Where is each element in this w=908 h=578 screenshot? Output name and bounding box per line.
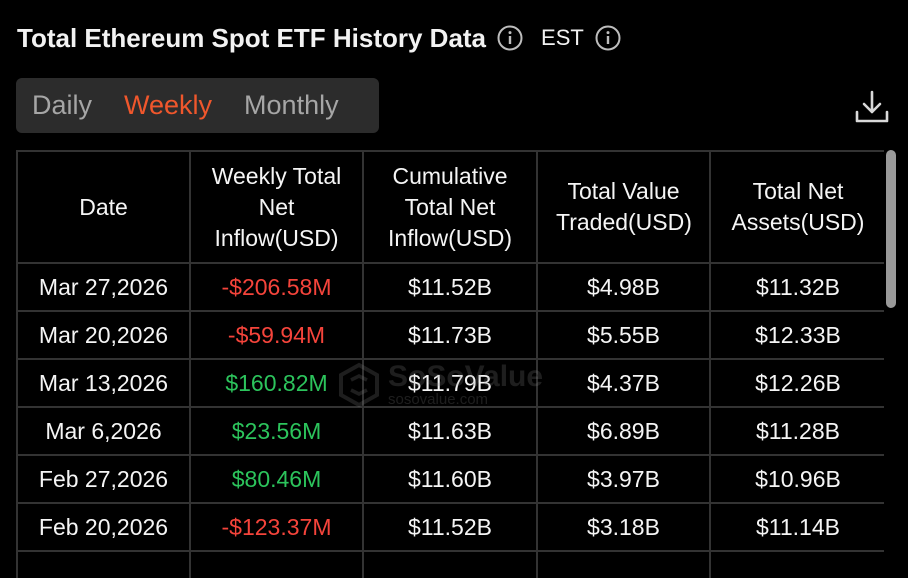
cell-cumulative-inflow: $11.63B xyxy=(362,406,538,456)
cell-date: Mar 20,2026 xyxy=(16,310,191,360)
cell-weekly-inflow: -$59.94M xyxy=(189,310,364,360)
timezone-label: EST xyxy=(541,25,584,50)
tab-weekly[interactable]: Weekly xyxy=(124,90,213,120)
tab-daily[interactable]: Daily xyxy=(32,90,93,120)
table-row: Feb 27,2026 $80.46M $11.60B $3.97B $10.9… xyxy=(16,454,884,504)
cell-net-assets: $10.96B xyxy=(709,454,884,504)
cell-cumulative-inflow xyxy=(362,550,538,578)
cell-cumulative-inflow: $11.52B xyxy=(362,262,538,312)
cell-weekly-inflow: -$123.37M xyxy=(189,502,364,552)
cell-net-assets: $11.32B xyxy=(709,262,884,312)
cell-cumulative-inflow: $11.60B xyxy=(362,454,538,504)
table-row: Feb 20,2026 -$123.37M $11.52B $3.18B $11… xyxy=(16,502,884,552)
table-row: Mar 27,2026 -$206.58M $11.52B $4.98B $11… xyxy=(16,262,884,312)
cell-date: Mar 27,2026 xyxy=(16,262,191,312)
table-row: Mar 13,2026 $160.82M $11.79B $4.37B $12.… xyxy=(16,358,884,408)
column-header-value-traded[interactable]: Total Value Traded(USD) xyxy=(536,150,711,264)
download-button[interactable] xyxy=(853,88,891,126)
cell-net-assets: $12.26B xyxy=(709,358,884,408)
scrollbar-thumb[interactable] xyxy=(886,150,896,308)
cell-net-assets xyxy=(709,550,884,578)
cell-value-traded: $5.55B xyxy=(536,310,711,360)
download-icon xyxy=(855,90,889,123)
table-row: Mar 6,2026 $23.56M $11.63B $6.89B $11.28… xyxy=(16,406,884,456)
table-row xyxy=(16,550,884,578)
cell-date xyxy=(16,550,191,578)
cell-weekly-inflow: $23.56M xyxy=(189,406,364,456)
cell-value-traded: $4.37B xyxy=(536,358,711,408)
cell-value-traded: $3.18B xyxy=(536,502,711,552)
etf-history-table: Date Weekly Total Net Inflow(USD) Cumula… xyxy=(16,150,884,578)
cell-date: Mar 13,2026 xyxy=(16,358,191,408)
column-header-net-assets[interactable]: Total Net Assets(USD) xyxy=(709,150,884,264)
column-header-weekly-inflow[interactable]: Weekly Total Net Inflow(USD) xyxy=(189,150,364,264)
cell-weekly-inflow xyxy=(189,550,364,578)
column-header-cumulative-inflow[interactable]: Cumulative Total Net Inflow(USD) xyxy=(362,150,538,264)
cell-net-assets: $11.14B xyxy=(709,502,884,552)
header: Total Ethereum Spot ETF History Data EST xyxy=(17,20,621,56)
cell-cumulative-inflow: $11.52B xyxy=(362,502,538,552)
cell-date: Mar 6,2026 xyxy=(16,406,191,456)
cell-weekly-inflow: $160.82M xyxy=(189,358,364,408)
column-header-date[interactable]: Date xyxy=(16,150,191,264)
cell-value-traded: $6.89B xyxy=(536,406,711,456)
cell-weekly-inflow: -$206.58M xyxy=(189,262,364,312)
cell-value-traded: $3.97B xyxy=(536,454,711,504)
cell-value-traded xyxy=(536,550,711,578)
table-scrollbar[interactable] xyxy=(885,150,897,578)
cell-date: Feb 27,2026 xyxy=(16,454,191,504)
cell-date: Feb 20,2026 xyxy=(16,502,191,552)
timezone-info-icon[interactable] xyxy=(595,25,621,51)
info-icon[interactable] xyxy=(497,25,523,51)
cell-value-traded: $4.98B xyxy=(536,262,711,312)
page-title: Total Ethereum Spot ETF History Data xyxy=(17,22,487,53)
cell-cumulative-inflow: $11.79B xyxy=(362,358,538,408)
period-tabs: Daily Weekly Monthly xyxy=(16,78,379,133)
cell-cumulative-inflow: $11.73B xyxy=(362,310,538,360)
table-header-row: Date Weekly Total Net Inflow(USD) Cumula… xyxy=(16,150,884,264)
table-row: Mar 20,2026 -$59.94M $11.73B $5.55B $12.… xyxy=(16,310,884,360)
cell-net-assets: $12.33B xyxy=(709,310,884,360)
etf-history-table-container: Date Weekly Total Net Inflow(USD) Cumula… xyxy=(16,150,884,578)
cell-net-assets: $11.28B xyxy=(709,406,884,456)
tab-monthly[interactable]: Monthly xyxy=(244,90,339,120)
cell-weekly-inflow: $80.46M xyxy=(189,454,364,504)
